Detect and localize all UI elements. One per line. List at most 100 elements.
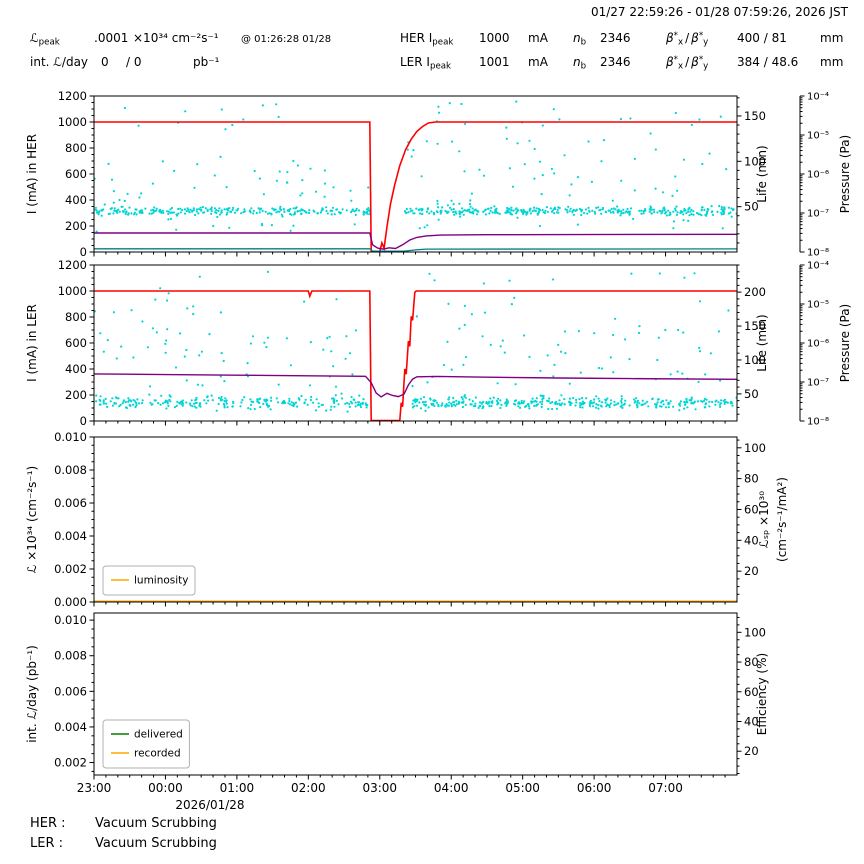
her-pressure-band <box>545 206 549 209</box>
ler-pressure-band <box>561 402 564 405</box>
ler-pressure-band <box>253 407 256 411</box>
ler-ipeak-label: LER Ipeak <box>400 55 452 72</box>
ler-pressure-band <box>685 398 688 401</box>
her-aux-current <box>94 248 737 252</box>
ler-pressure-band <box>474 396 477 399</box>
her-pressure-mid <box>103 203 106 206</box>
ler-pressure-band <box>506 400 509 403</box>
y-tick-label: 0.004 <box>54 720 87 734</box>
her-pressure-band <box>690 213 693 216</box>
ler-pressure-band <box>447 398 450 401</box>
her-pressure-band <box>187 208 190 211</box>
ler-pressure-band <box>479 404 482 408</box>
ler-pressure-band <box>195 396 198 399</box>
her-pressure-mid <box>682 219 685 222</box>
ler-pressure-high <box>266 270 269 273</box>
ler-pressure-band <box>551 401 554 404</box>
her-pressure-mid <box>676 189 679 192</box>
ler-pressure-band <box>527 402 530 406</box>
ler-pressure-mid <box>179 332 182 335</box>
her-pressure-band <box>124 212 127 216</box>
ler-pressure-mid <box>146 346 149 349</box>
her-pressure-band <box>162 211 165 214</box>
her-pressure-band <box>411 209 414 212</box>
her-pressure-band <box>688 214 691 217</box>
ler-pressure-band <box>350 395 353 399</box>
her-pressure-band <box>556 208 559 211</box>
right-tick-label: 60 <box>744 685 759 699</box>
her-pressure-band <box>409 210 412 213</box>
ler-pressure-band <box>317 405 320 408</box>
ler-pressure-band <box>719 402 723 405</box>
her-pressure-band <box>255 211 258 215</box>
ler-pressure-band <box>432 399 435 402</box>
ler-pressure-mid <box>539 369 542 372</box>
ler-pressure-band <box>149 401 152 404</box>
her-pressure-band <box>571 211 574 214</box>
her-pressure-band <box>155 209 158 212</box>
ler-pressure-band <box>667 401 670 405</box>
ler-pressure-band <box>533 404 536 407</box>
her-pressure-band <box>268 212 271 215</box>
x-tick-label: 04:00 <box>434 781 469 795</box>
her-pressure-band <box>483 209 486 212</box>
ler-pressure-band <box>471 400 474 403</box>
her-pressure-band <box>542 211 545 214</box>
right-tick-label: 100 <box>744 625 766 639</box>
her-pressure-band <box>133 211 136 214</box>
ler-pressure-band <box>193 405 196 408</box>
y-tick-label: 600 <box>65 336 87 350</box>
her-pressure-band <box>365 208 368 211</box>
ler-pressure-band <box>450 402 453 405</box>
ler-pressure-band <box>113 402 116 405</box>
her-pressure-band <box>353 210 356 213</box>
ler-pressure-band <box>488 404 491 408</box>
her-pressure-mid <box>420 175 423 178</box>
ler-pressure-band <box>348 402 351 406</box>
her-pressure-band <box>290 213 293 216</box>
her-pressure-high <box>436 142 439 145</box>
ler-pressure-band <box>166 400 169 403</box>
her-pressure-band <box>508 208 511 211</box>
ler-pressure-band <box>506 401 509 405</box>
ler-pressure-band <box>469 403 472 406</box>
ler-pressure-mid <box>682 331 685 334</box>
ler-pressure-mid <box>704 373 707 376</box>
ler-current-plot-data <box>94 270 737 421</box>
ler-pressure-mid <box>579 371 582 374</box>
her-pressure-mid <box>541 174 544 177</box>
ler-pressure-mid <box>681 372 684 375</box>
her-pressure-mid <box>301 192 304 195</box>
ler-pressure-mid <box>208 333 211 336</box>
right-tick-label: 60 <box>744 502 759 516</box>
her-pressure-band <box>270 212 273 215</box>
her-pressure-band <box>409 207 412 210</box>
her-pressure-mid <box>511 185 515 188</box>
ler-pressure-band <box>708 405 711 408</box>
ler-pressure-mid <box>99 332 102 335</box>
her-pressure-band <box>469 211 472 214</box>
her-pressure-band <box>405 207 408 211</box>
ler-beta-value: 384 / 48.6 <box>737 55 799 69</box>
her-pressure-mid <box>516 216 519 219</box>
her-pressure-high <box>242 118 245 121</box>
her-pressure-band <box>675 205 678 208</box>
ler-pressure-band <box>495 399 499 402</box>
her-pressure-mid <box>672 227 675 230</box>
her-pressure-band <box>550 210 554 213</box>
ler-pressure-band <box>104 397 107 400</box>
ler-pressure-band <box>98 403 101 406</box>
her-pressure-mid <box>469 199 472 202</box>
ler-pressure-band <box>711 400 714 404</box>
her-pressure-band <box>248 210 251 213</box>
her-pressure-band <box>366 210 369 214</box>
ler-pressure-mid <box>155 331 158 334</box>
her-pressure-band <box>700 208 703 212</box>
her-pressure-band <box>125 211 128 214</box>
her-pressure-band <box>261 209 264 213</box>
ler-pressure-band <box>365 406 368 409</box>
her-pressure-band <box>673 207 677 210</box>
x-tick-label: 00:00 <box>148 781 183 795</box>
her-pressure-band <box>644 208 647 211</box>
